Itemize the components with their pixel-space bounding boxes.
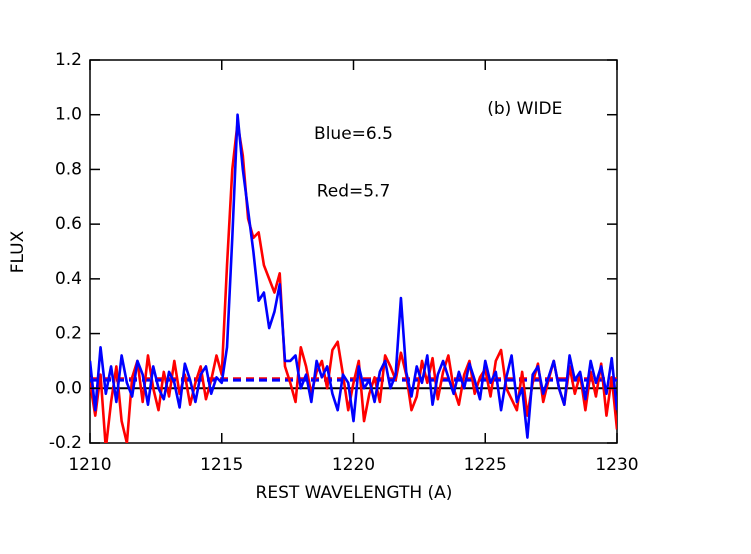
y-tick-label: 0.2 <box>55 324 82 344</box>
x-tick-label: 1210 <box>68 455 111 475</box>
y-tick-label: 1.2 <box>55 50 82 70</box>
x-tick-label: 1225 <box>464 455 507 475</box>
x-tick-label: 1230 <box>595 455 638 475</box>
annotation: Blue=6.5 <box>314 124 393 144</box>
annotation: (b) WIDE <box>487 99 562 119</box>
x-tick-label: 1215 <box>200 455 243 475</box>
y-tick-label: 1.0 <box>55 105 82 125</box>
y-axis-label: FLUX <box>8 230 28 273</box>
series-line <box>90 113 617 439</box>
y-tick-label: 0.8 <box>55 159 82 179</box>
y-tick-label: 0.6 <box>55 214 82 234</box>
y-tick-label: 0.0 <box>55 378 82 398</box>
y-tick-label: 0.4 <box>55 269 82 289</box>
annotation: Red=5.7 <box>317 181 391 201</box>
plot-area <box>90 113 617 443</box>
x-tick-label: 1220 <box>332 455 375 475</box>
y-tick-label: -0.2 <box>49 433 82 453</box>
x-axis-label: REST WAVELENGTH (A) <box>256 483 453 503</box>
series-line <box>90 121 617 443</box>
